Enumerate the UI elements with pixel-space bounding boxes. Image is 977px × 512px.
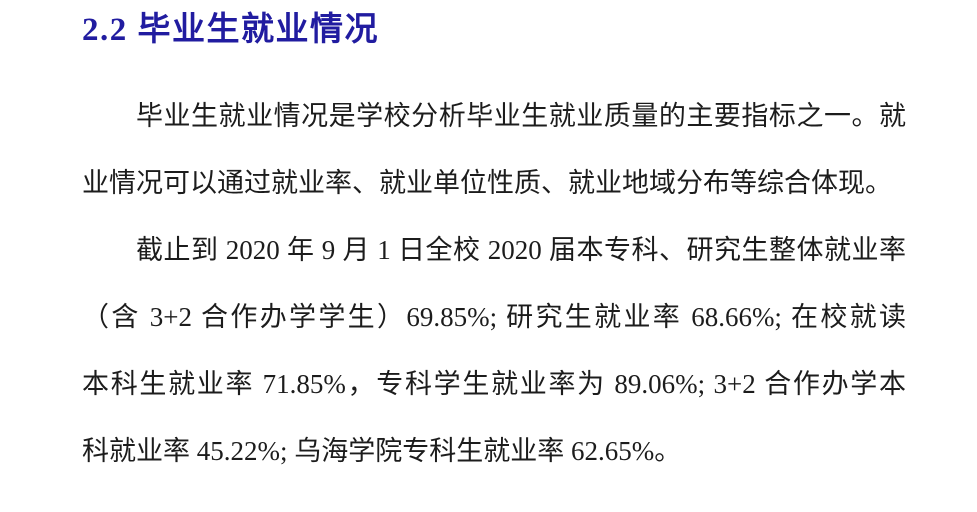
text-column: 2.2 毕业生就业情况 毕业生就业情况是学校分析毕业生就业质量的主要指标之一。就… [82, 0, 906, 485]
paragraph-line: 毕业生就业情况是学校分析毕业生就业质量的主要指标之一。就 [136, 101, 906, 131]
paragraph-line: 截止到 2020 年 9 月 1 日全校 2020 届本专科、研究生整体就业率 [136, 235, 906, 265]
paragraph-line: 本科生就业率 71.85%，专科学生就业率为 89.06%; 3+2 合作办学本 [82, 369, 906, 399]
paragraph: 毕业生就业情况是学校分析毕业生就业质量的主要指标之一。就 业情况可以通过就业率、… [82, 83, 906, 217]
paragraph-line: （含 3+2 合作办学学生）69.85%; 研究生就业率 68.66%; 在校就… [82, 302, 906, 332]
paragraph: 截止到 2020 年 9 月 1 日全校 2020 届本专科、研究生整体就业率 … [82, 217, 906, 485]
body-text: 毕业生就业情况是学校分析毕业生就业质量的主要指标之一。就 业情况可以通过就业率、… [82, 83, 906, 485]
paragraph-line: 科就业率 45.22%; 乌海学院专科生就业率 62.65%。 [82, 436, 682, 466]
section-heading: 2.2 毕业生就业情况 [82, 12, 379, 48]
paragraph-line: 业情况可以通过就业率、就业单位性质、就业地域分布等综合体现。 [82, 168, 892, 198]
